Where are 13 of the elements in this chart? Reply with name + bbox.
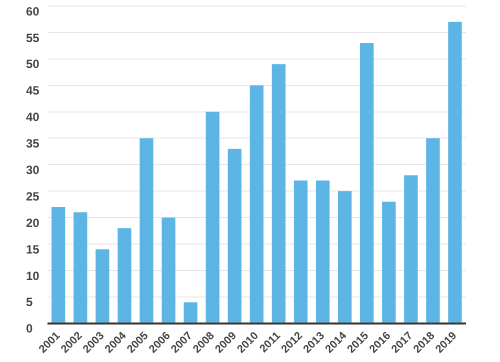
y-tick-label: 30 (26, 162, 40, 177)
y-tick-label: 10 (26, 268, 40, 283)
y-tick-label: 60 (26, 4, 40, 18)
y-tick-label: 40 (26, 110, 40, 124)
y-tick-label: 15 (26, 242, 40, 256)
y-tick-label: 45 (26, 84, 40, 98)
y-tick-label: 5 (26, 295, 33, 310)
y-tick-label: 0 (26, 322, 33, 336)
y-tick-label: 20 (26, 216, 40, 230)
y-tick-label: 55 (26, 30, 40, 45)
y-tick-label: 35 (26, 136, 40, 151)
y-tick-label: 50 (26, 57, 40, 72)
y-tick-label: 25 (26, 189, 40, 204)
